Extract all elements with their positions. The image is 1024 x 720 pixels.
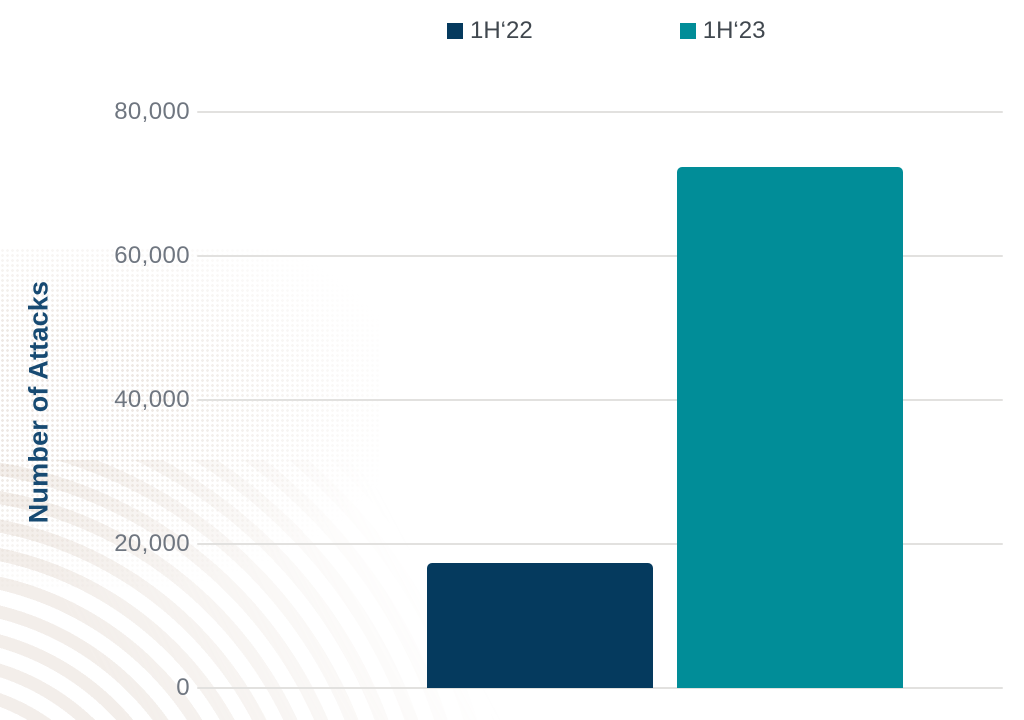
y-gridline — [197, 111, 1003, 113]
y-gridline — [197, 543, 1003, 545]
legend: 1H‘22 1H‘23 — [447, 17, 766, 44]
legend-label-1h22: 1H‘22 — [470, 17, 533, 44]
legend-item-1h23: 1H‘23 — [679, 17, 766, 44]
y-gridline — [197, 399, 1003, 401]
legend-label-1h23: 1H‘23 — [702, 17, 766, 44]
legend-item-1h22: 1H‘22 — [447, 17, 533, 44]
y-axis-title: Number of Attacks — [23, 280, 54, 524]
y-tick-label: 20,000 — [114, 530, 190, 557]
bar-1h23 — [677, 166, 903, 688]
legend-swatch-1h22-icon — [447, 23, 463, 40]
y-tick-label: 60,000 — [114, 242, 190, 269]
bar-1h22 — [427, 562, 653, 688]
y-tick-label: 40,000 — [114, 386, 190, 413]
plot-area: 0 20,000 40,000 60,000 80,000 — [114, 99, 1003, 701]
y-gridline — [197, 687, 1003, 689]
legend-swatch-1h23-icon — [679, 23, 696, 40]
y-tick-label: 80,000 — [114, 98, 190, 125]
y-tick-label: 0 — [176, 674, 190, 701]
y-gridline — [197, 255, 1003, 257]
